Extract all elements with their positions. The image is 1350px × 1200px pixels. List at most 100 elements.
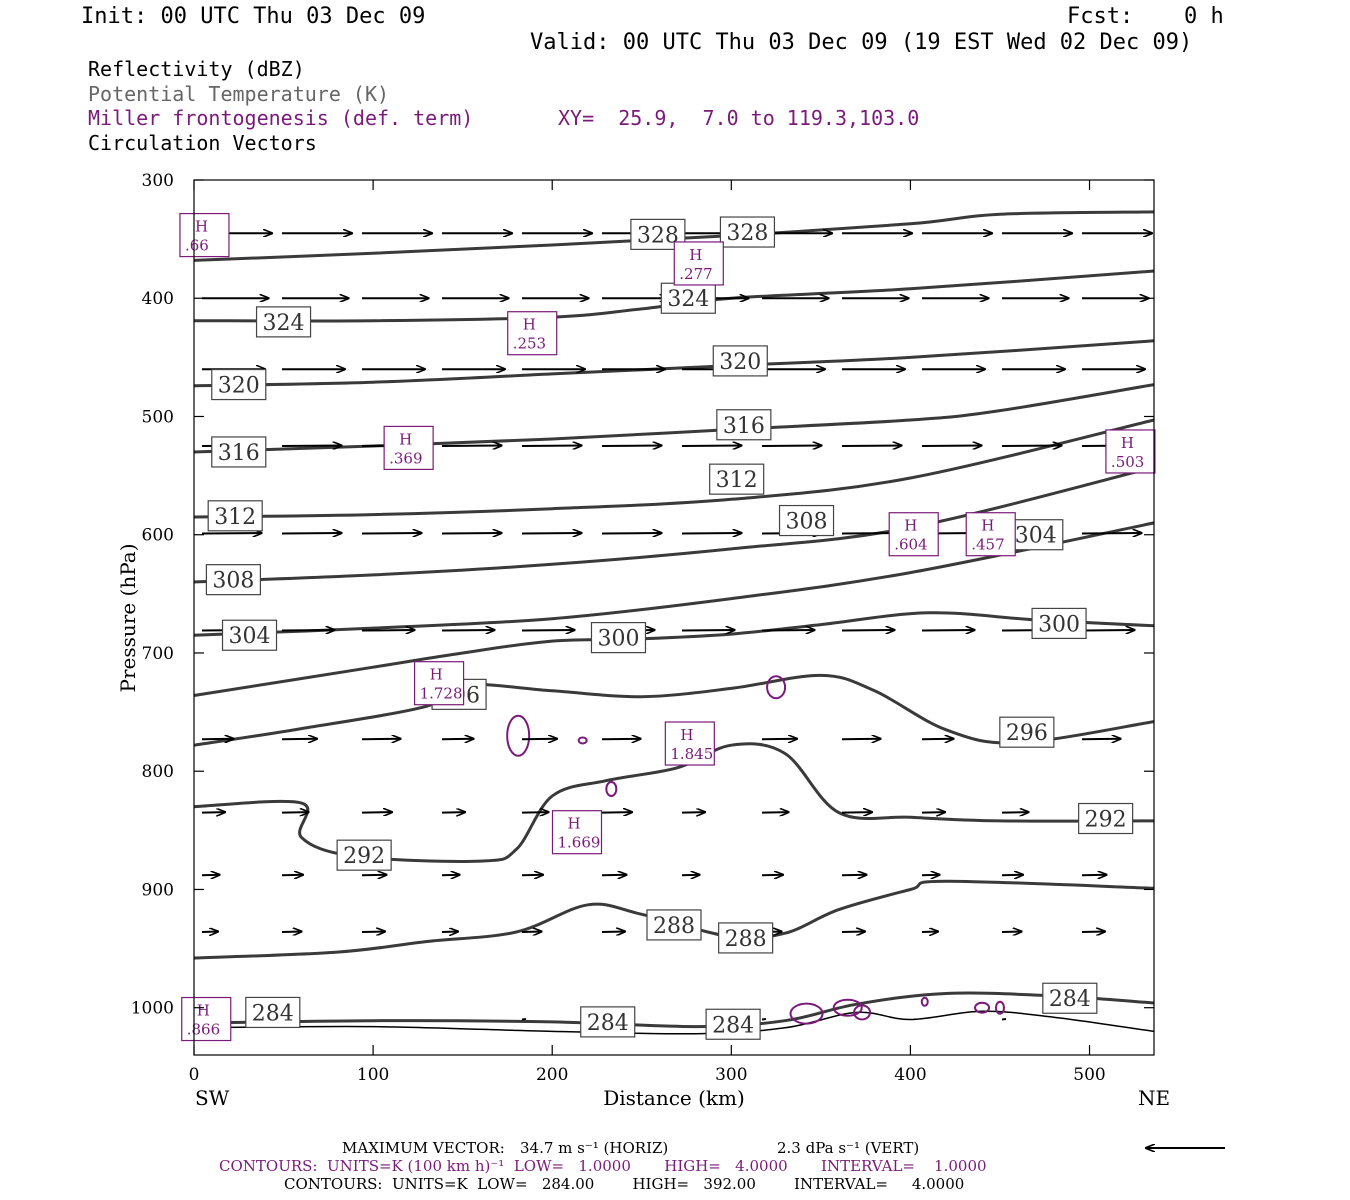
frontogenesis-max-label: H — [523, 316, 536, 334]
plot-frame — [193, 179, 1155, 1056]
circulation-vector — [921, 630, 975, 631]
circulation-vector — [521, 630, 575, 631]
theta-label-box — [660, 282, 716, 314]
max-vector-horiz: 34.7 m s⁻¹ (HORIZ) — [520, 1139, 669, 1157]
frontogenesis-contour — [506, 714, 531, 757]
circulation-vector — [201, 533, 262, 534]
circulation-vector — [361, 630, 415, 631]
x-tick-label: 400 — [894, 1065, 926, 1085]
y-tick-label: 900 — [142, 880, 174, 900]
circulation-vector — [1081, 739, 1121, 740]
theta-label-box — [590, 622, 647, 654]
circulation-vector — [1081, 932, 1105, 933]
theta-contour-312 — [193, 418, 1155, 519]
circulation-vector — [281, 739, 317, 740]
theta-label: 328 — [726, 221, 768, 246]
y-tick-label: 500 — [142, 407, 174, 427]
y-tick-label: 300 — [142, 171, 174, 191]
circulation-vector — [761, 739, 797, 740]
theta-contour-296 — [193, 673, 1155, 747]
theta-label: 304 — [1015, 524, 1057, 549]
x-tick-label: 0 — [189, 1065, 200, 1085]
frontogenesis-max-value: .503 — [1111, 453, 1144, 471]
x-tick-label: 300 — [715, 1065, 747, 1085]
circulation-vector — [841, 630, 895, 631]
frontogenesis-max-value: .253 — [513, 335, 546, 353]
theta-label-box — [211, 436, 267, 468]
frontogenesis-contour — [789, 1002, 824, 1025]
circulation-vector — [361, 533, 422, 534]
frontogenesis-max-value: .604 — [894, 536, 927, 554]
circulation-vector — [681, 812, 705, 813]
frontogenesis-contour — [766, 675, 787, 700]
theta-label-box — [705, 1008, 761, 1040]
theta-label: 288 — [653, 914, 695, 939]
frontogenesis-max-box — [507, 311, 558, 356]
circulation-vector — [1001, 1018, 1007, 1021]
theta-label: 316 — [218, 441, 260, 466]
y-tick-label: 1000 — [131, 999, 174, 1019]
x-tick-label: 100 — [357, 1065, 389, 1085]
theta-label-box — [255, 306, 312, 338]
frontogenesis-max-value: .457 — [971, 536, 1004, 554]
circulation-vector — [681, 630, 735, 631]
surface-contour — [193, 1010, 1155, 1035]
frontogenesis-max-box — [383, 425, 434, 471]
frontogenesis-max-value: .277 — [679, 265, 712, 283]
max-vector-vert: 2.3 dPa s⁻¹ (VERT) — [777, 1139, 920, 1157]
frontogenesis-contour — [832, 998, 863, 1017]
theta-label-box — [221, 619, 278, 651]
theta-label: 328 — [637, 223, 679, 248]
circulation-vector — [921, 812, 945, 813]
frontogenesis-max-value: 1.728 — [420, 685, 463, 703]
frontogenesis-contour — [577, 736, 588, 745]
y-axis-label: Pressure (hPa) — [116, 544, 140, 693]
circulation-vector — [441, 812, 465, 813]
circulation-vector — [441, 875, 460, 876]
theta-label-box — [207, 500, 263, 532]
frontogenesis-max-label: H — [399, 430, 412, 448]
legend-reflectivity: Reflectivity (dBZ) — [88, 57, 305, 81]
circulation-vector — [761, 446, 822, 447]
circulation-vector — [521, 1018, 527, 1021]
theta-label: 284 — [252, 1001, 294, 1026]
circulation-vector — [521, 446, 582, 447]
frontogenesis-max-box — [413, 661, 465, 706]
theta-label-box — [1078, 802, 1134, 835]
theta-contour-324 — [193, 269, 1155, 323]
circulation-vector — [681, 875, 700, 876]
theta-contour-316 — [193, 383, 1155, 454]
contours-theta: CONTOURS: UNITS=K LOW= 284.00 HIGH= 392.… — [284, 1175, 965, 1193]
theta-label: 292 — [1085, 808, 1127, 833]
theta-label-box — [646, 909, 702, 941]
theta-label: 312 — [716, 468, 758, 493]
circulation-vector — [281, 932, 302, 933]
theta-label-box — [580, 1006, 636, 1038]
legend-frontogenesis: Miller frontogenesis (def. term) — [88, 106, 474, 130]
circulation-vector — [281, 630, 335, 631]
forecast-value: 0 h — [1184, 4, 1224, 29]
theta-contour-292 — [193, 742, 1155, 863]
circulation-vector — [841, 739, 881, 740]
circulation-vector — [521, 932, 542, 933]
y-tick-label: 700 — [142, 644, 174, 664]
circulation-vector — [761, 630, 815, 631]
circulation-vector — [441, 630, 495, 631]
circulation-vector — [681, 446, 742, 447]
x-tick-label: 200 — [536, 1065, 568, 1085]
init-time: Init: 00 UTC Thu 03 Dec 09 — [81, 4, 426, 29]
theta-label: 292 — [343, 844, 385, 869]
theta-label-box — [1008, 519, 1064, 551]
theta-contour-304 — [193, 521, 1155, 637]
frontogenesis-max-label: H — [567, 815, 580, 833]
circulation-vector — [921, 875, 940, 876]
theta-label-box — [1042, 982, 1098, 1014]
theta-label-box — [1031, 607, 1087, 640]
frontogenesis-contour — [974, 1001, 991, 1014]
theta-label-box — [716, 409, 772, 441]
circulation-vector — [601, 875, 627, 876]
circulation-vector — [681, 533, 742, 534]
theta-contour-308 — [193, 465, 1155, 584]
theta-label-box — [719, 216, 776, 248]
circulation-vector — [1081, 630, 1135, 631]
